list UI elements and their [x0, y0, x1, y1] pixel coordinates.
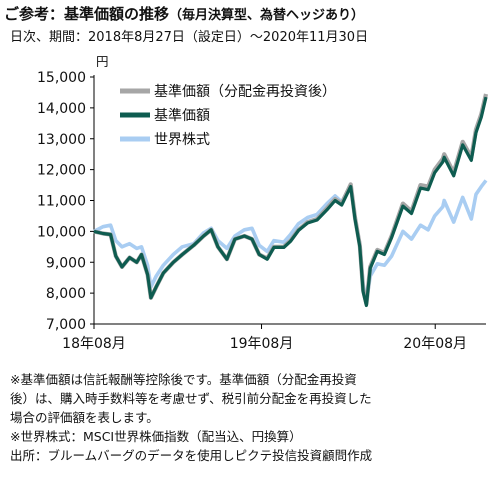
- y-unit-label: 円: [96, 54, 109, 69]
- chart-title: ご参考：基準価額の推移（毎月決算型、為替ヘッジあり）: [4, 3, 364, 24]
- y-tick-label: 11,000: [37, 194, 86, 210]
- y-tick-label: 7,000: [46, 317, 86, 333]
- y-tick-label: 15,000: [37, 70, 86, 86]
- legend-label: 世界株式: [154, 132, 210, 148]
- series-line-nav: [93, 96, 488, 308]
- note-line-5: 出所：ブルームバーグのデータを使用しピクテ投信投資顧問作成: [10, 448, 373, 463]
- chart-title-main: ご参考：基準価額の推移: [4, 5, 170, 23]
- note-line-2: 後）は、購入時手数料等を考慮せず、税引前分配金を再投資した: [10, 391, 372, 406]
- y-tick-label: 13,000: [37, 132, 86, 148]
- x-tick-label: 18年08月: [62, 336, 126, 352]
- legend-label: 基準価額（分配金再投資後）: [154, 83, 336, 100]
- y-tick-label: 14,000: [37, 101, 86, 117]
- legend-label: 基準価額: [154, 107, 210, 124]
- series-line-reinvested: [93, 93, 489, 306]
- period-label: 日次、期間：2018年8月27日（設定日）～2020年11月30日: [10, 30, 369, 45]
- x-tick-label: 19年08月: [230, 336, 294, 352]
- note-line-1: ※基準価額は信託報酬等控除後です。基準価額（分配金再投資: [10, 372, 357, 387]
- y-tick-label: 12,000: [37, 163, 86, 179]
- note-line-3: 場合の評価額を表します。: [10, 410, 159, 425]
- note-line-4: ※世界株式：MSCI世界株価指数（配当込、円換算）: [10, 429, 302, 444]
- y-tick-label: 8,000: [46, 286, 86, 302]
- y-tick-label: 9,000: [46, 255, 86, 271]
- chart-title-sub: （毎月決算型、為替ヘッジあり）: [169, 8, 365, 23]
- y-tick-label: 10,000: [37, 224, 86, 240]
- x-tick-label: 20年08月: [403, 336, 467, 352]
